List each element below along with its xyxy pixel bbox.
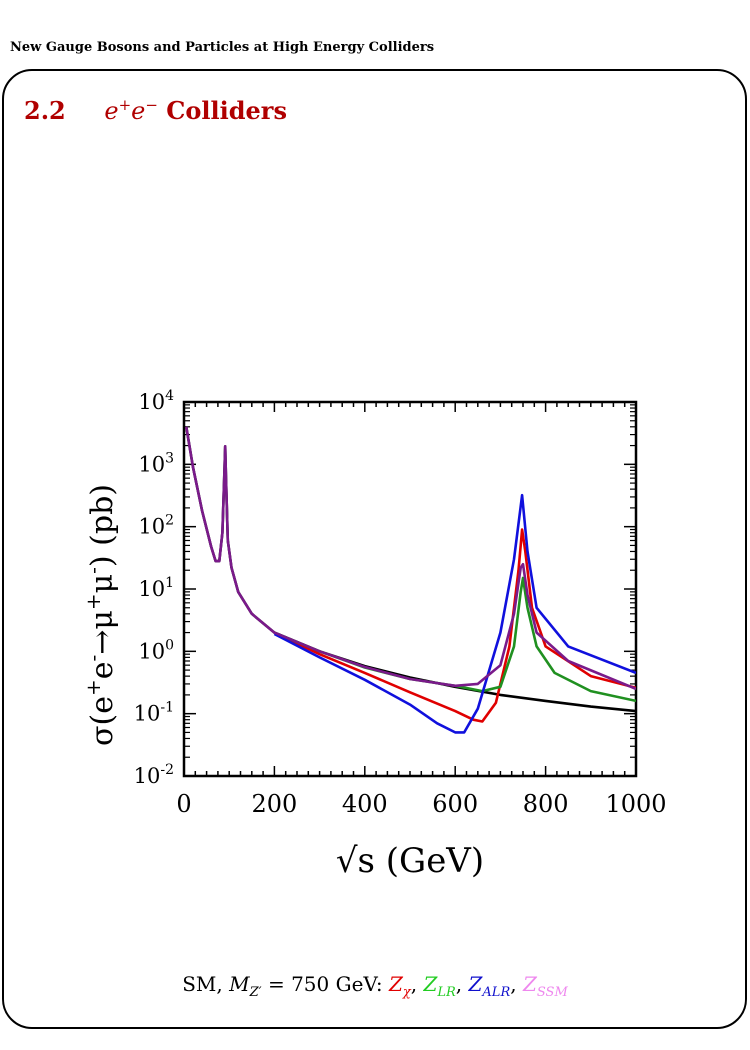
- series-line-z_alr: [273, 493, 636, 734]
- series-line-z_ssm: [185, 426, 636, 691]
- plot-labels: 0 200 400 600 800 1000 10-2 10-1 100 101 102 103 104…: [81, 388, 667, 881]
- y-tick-label: 10-2: [134, 762, 174, 788]
- x-tick-label: 0: [176, 790, 191, 818]
- caption-model-lr: ZLR: [423, 972, 456, 1000]
- curves-clip-group: [185, 426, 636, 734]
- caption-mass-value: = 750 GeV:: [261, 972, 389, 996]
- caption-model-list: Zχ, ZLR, ZALR, ZSSM: [388, 972, 568, 1000]
- x-tick-label: 400: [342, 790, 388, 818]
- running-head: New Gauge Bosons and Particles at High E…: [10, 40, 435, 55]
- y-tick-label: 10-1: [134, 700, 174, 726]
- figure-caption: SM, MZ′ = 750 GeV: Zχ, ZLR, ZALR, ZSSM: [0, 972, 750, 1000]
- slide-frame: [2, 69, 747, 1029]
- caption-prefix: SM,: [182, 972, 230, 996]
- caption-model-alr: ZALR: [468, 972, 511, 1000]
- series-line-z_lr: [273, 576, 636, 703]
- caption-mass-symbol: MZ′: [229, 972, 262, 1000]
- y-tick-label: 103: [138, 450, 174, 476]
- plot-frame: [182, 400, 638, 778]
- plot-curves: [185, 426, 636, 734]
- section-heading: 2.2 e+e− Colliders: [24, 96, 287, 125]
- x-tick-label: 1000: [605, 790, 666, 818]
- section-number: 2.2: [24, 96, 66, 125]
- y-tick-label: 101: [138, 575, 174, 601]
- plot-axes: [182, 400, 638, 778]
- series-line-z_chi: [273, 528, 636, 723]
- y-tick-label: 104: [138, 388, 174, 414]
- y-axis-label: σ(e+e-→μ+μ-) (pb): [81, 484, 120, 746]
- caption-model-ssm: ZSSM: [522, 972, 568, 1000]
- section-title: Colliders: [166, 96, 287, 125]
- y-tick-label: 100: [138, 637, 174, 663]
- x-tick-label: 800: [523, 790, 569, 818]
- x-axis-label: √s (GeV): [336, 841, 484, 881]
- y-tick-label: 102: [138, 513, 174, 539]
- series-line-sm: [185, 426, 636, 713]
- section-math: e+e−: [104, 96, 158, 125]
- x-tick-label: 200: [251, 790, 297, 818]
- caption-model-χ: Zχ: [388, 972, 411, 1000]
- cross-section-plot: 0 200 400 600 800 1000 10-2 10-1 100 101 102 103 104…: [81, 388, 667, 881]
- x-tick-label: 600: [432, 790, 478, 818]
